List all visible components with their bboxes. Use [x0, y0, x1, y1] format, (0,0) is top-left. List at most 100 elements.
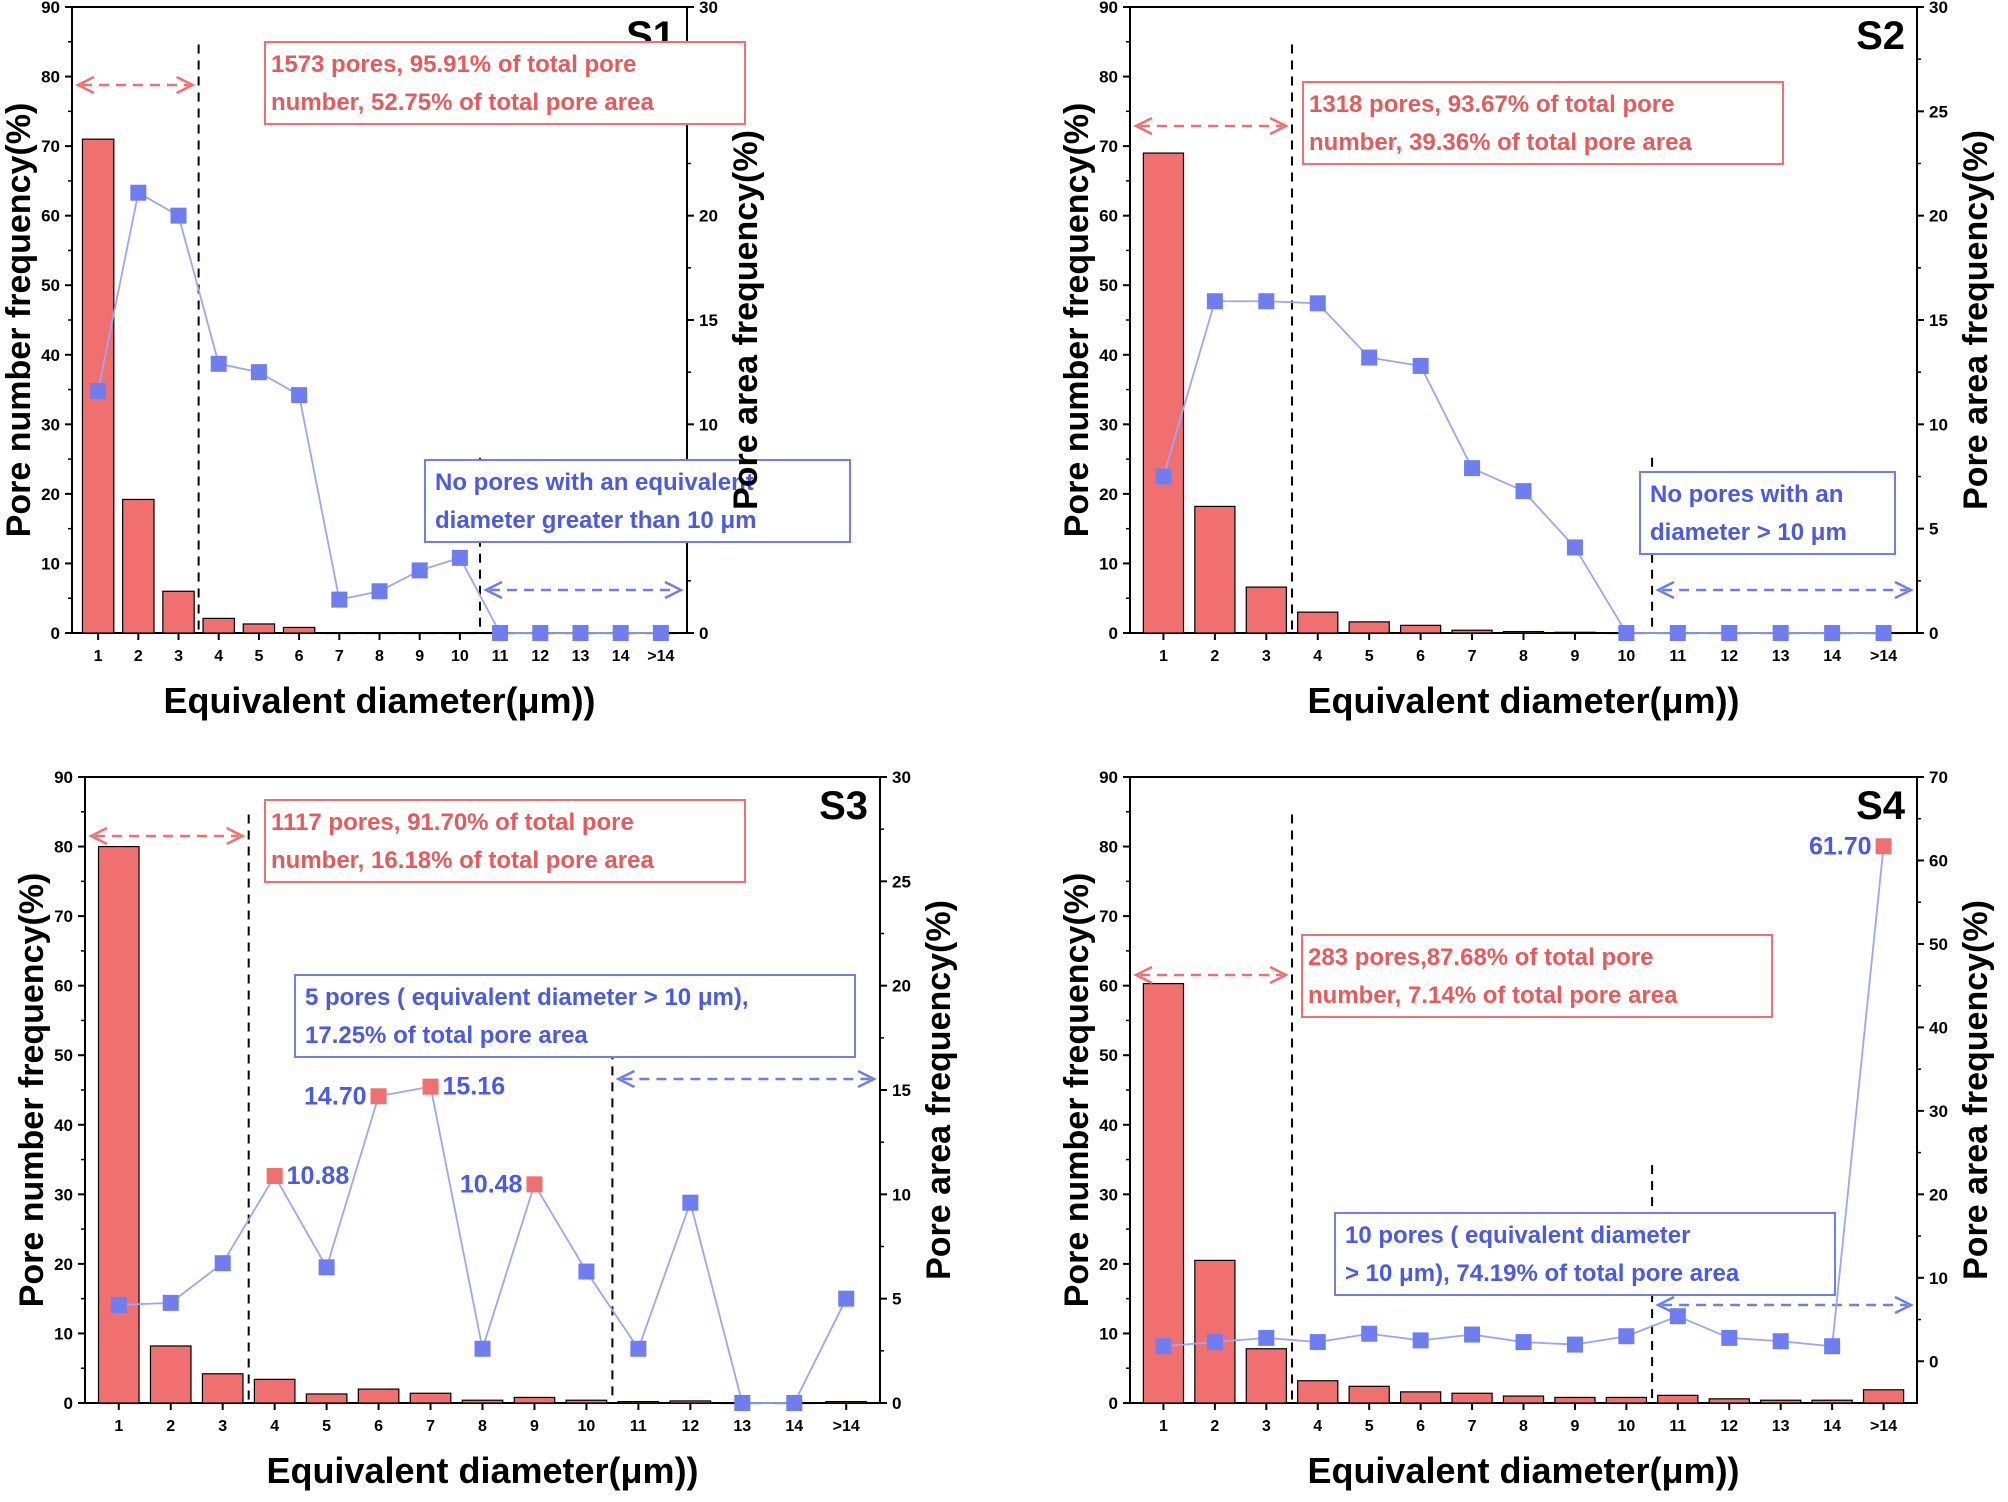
x-tick-label: 3 — [174, 648, 183, 665]
left-tick-label: 0 — [1109, 1394, 1118, 1413]
bar-8 — [363, 632, 396, 635]
bar-4 — [1297, 1380, 1339, 1404]
area-point-14 — [786, 1395, 803, 1411]
x-tick-label: 8 — [375, 648, 384, 665]
x-tick-label: 6 — [1416, 648, 1425, 665]
blue-arrowhead-left — [1655, 1295, 1675, 1315]
left-tick-label: 60 — [1099, 977, 1118, 996]
blue-annotation-text: No pores with an — [1650, 481, 1843, 508]
bar-6 — [357, 1388, 400, 1404]
bar-3 — [1245, 586, 1287, 634]
left-tick-label: 40 — [54, 1116, 73, 1135]
right-axis-title: Pore area frequency(%) — [920, 900, 958, 1280]
blue-arrowhead-left — [483, 580, 503, 600]
blue-annotation-text: 17.25% of total pore area — [305, 1022, 588, 1049]
area-point-12 — [532, 625, 549, 641]
x-tick-label: 13 — [1772, 1418, 1790, 1435]
right-tick-label: 20 — [1929, 1185, 1948, 1204]
right-tick-label: 0 — [699, 624, 708, 643]
area-point-14 — [1824, 625, 1841, 641]
left-tick-label: 30 — [54, 1185, 73, 1204]
bar-6 — [1399, 624, 1442, 634]
x-axis-title: Equivalent diameter(μm)) — [266, 1450, 698, 1491]
area-point-4 — [1309, 295, 1326, 312]
right-tick-label: 5 — [892, 1290, 901, 1309]
area-point-2 — [1206, 293, 1223, 310]
bar-8 — [461, 1399, 504, 1404]
blue-annotation-text: diameter greater than 10 μm — [435, 507, 756, 534]
x-tick-label: 8 — [1519, 1418, 1528, 1435]
left-tick-label: 60 — [54, 977, 73, 996]
area-point->14 — [1875, 625, 1892, 641]
bar-4 — [253, 1378, 296, 1404]
left-tick-label: 80 — [41, 68, 60, 87]
bar-12 — [669, 1400, 712, 1404]
bar-10 — [1605, 1396, 1648, 1404]
left-tick-label: 0 — [51, 624, 60, 643]
panel-title: S4 — [1856, 784, 1906, 828]
left-tick-label: 20 — [54, 1255, 73, 1274]
left-tick-label: 90 — [1099, 0, 1118, 17]
x-tick-label: 14 — [785, 1418, 803, 1435]
area-point-6 — [1412, 1332, 1429, 1349]
x-tick-label: 11 — [1669, 648, 1686, 665]
area-point-11 — [1669, 1308, 1686, 1325]
area-point-4 — [210, 355, 227, 372]
red-annotation-box — [264, 41, 746, 125]
bar-3 — [1245, 1348, 1287, 1404]
left-tick-label: 10 — [1099, 554, 1118, 573]
bar-4 — [1297, 611, 1339, 634]
left-tick-label: 30 — [1099, 1185, 1118, 1204]
area-point-8 — [371, 583, 388, 600]
area-point-10 — [1618, 625, 1635, 641]
x-tick-label: 12 — [531, 648, 549, 665]
area-point-14 — [612, 625, 629, 641]
x-tick-label: >14 — [1870, 1418, 1897, 1435]
area-point-13 — [1772, 625, 1789, 641]
area-point-8 — [1515, 483, 1532, 500]
area-point-1 — [1155, 468, 1172, 485]
area-point-5 — [318, 1259, 335, 1276]
right-axis-title: Pore area frequency(%) — [1957, 900, 1995, 1280]
x-tick-label: 10 — [1617, 648, 1635, 665]
blue-annotation-box — [424, 459, 851, 543]
right-tick-label: 40 — [1929, 1018, 1948, 1037]
area-point-10 — [1618, 1328, 1635, 1345]
area-point-6 — [291, 387, 308, 404]
x-axis-title: Equivalent diameter(μm)) — [1307, 1450, 1739, 1491]
area-point-5 — [1361, 1325, 1378, 1342]
right-tick-label: 15 — [1929, 311, 1948, 330]
x-tick-label: 1 — [1159, 1418, 1168, 1435]
left-tick-label: 0 — [64, 1394, 73, 1413]
right-tick-label: 70 — [1929, 768, 1948, 787]
left-tick-label: 10 — [41, 554, 60, 573]
x-tick-label: 1 — [94, 648, 103, 665]
area-point-7 — [331, 591, 348, 608]
x-tick-label: 1 — [114, 1418, 123, 1435]
red-arrowhead-left — [75, 75, 95, 95]
x-tick-label: 2 — [134, 648, 143, 665]
area-point-2 — [130, 184, 147, 201]
x-tick-label: 8 — [478, 1418, 487, 1435]
bar-3 — [201, 1373, 244, 1404]
red-annotation-box — [1301, 934, 1773, 1018]
x-tick-label: 5 — [322, 1418, 331, 1435]
blue-annotation-box — [1639, 471, 1896, 555]
area-point-5 — [1361, 349, 1378, 366]
red-arrowhead-right — [176, 75, 196, 95]
left-tick-label: 10 — [54, 1324, 73, 1343]
plot-frame — [1129, 776, 1918, 1404]
right-tick-label: 15 — [892, 1081, 911, 1100]
left-tick-label: 40 — [41, 346, 60, 365]
right-tick-label: 25 — [1929, 102, 1948, 121]
right-tick-label: 30 — [1929, 1102, 1948, 1121]
area-point-11 — [492, 625, 509, 641]
red-annotation-text: 1318 pores, 93.67% of total pore — [1309, 91, 1674, 118]
bar-5 — [305, 1393, 348, 1404]
left-tick-label: 60 — [1099, 207, 1118, 226]
bar-4 — [202, 617, 235, 634]
x-tick-label: 14 — [612, 648, 630, 665]
right-tick-label: 5 — [1929, 520, 1938, 539]
